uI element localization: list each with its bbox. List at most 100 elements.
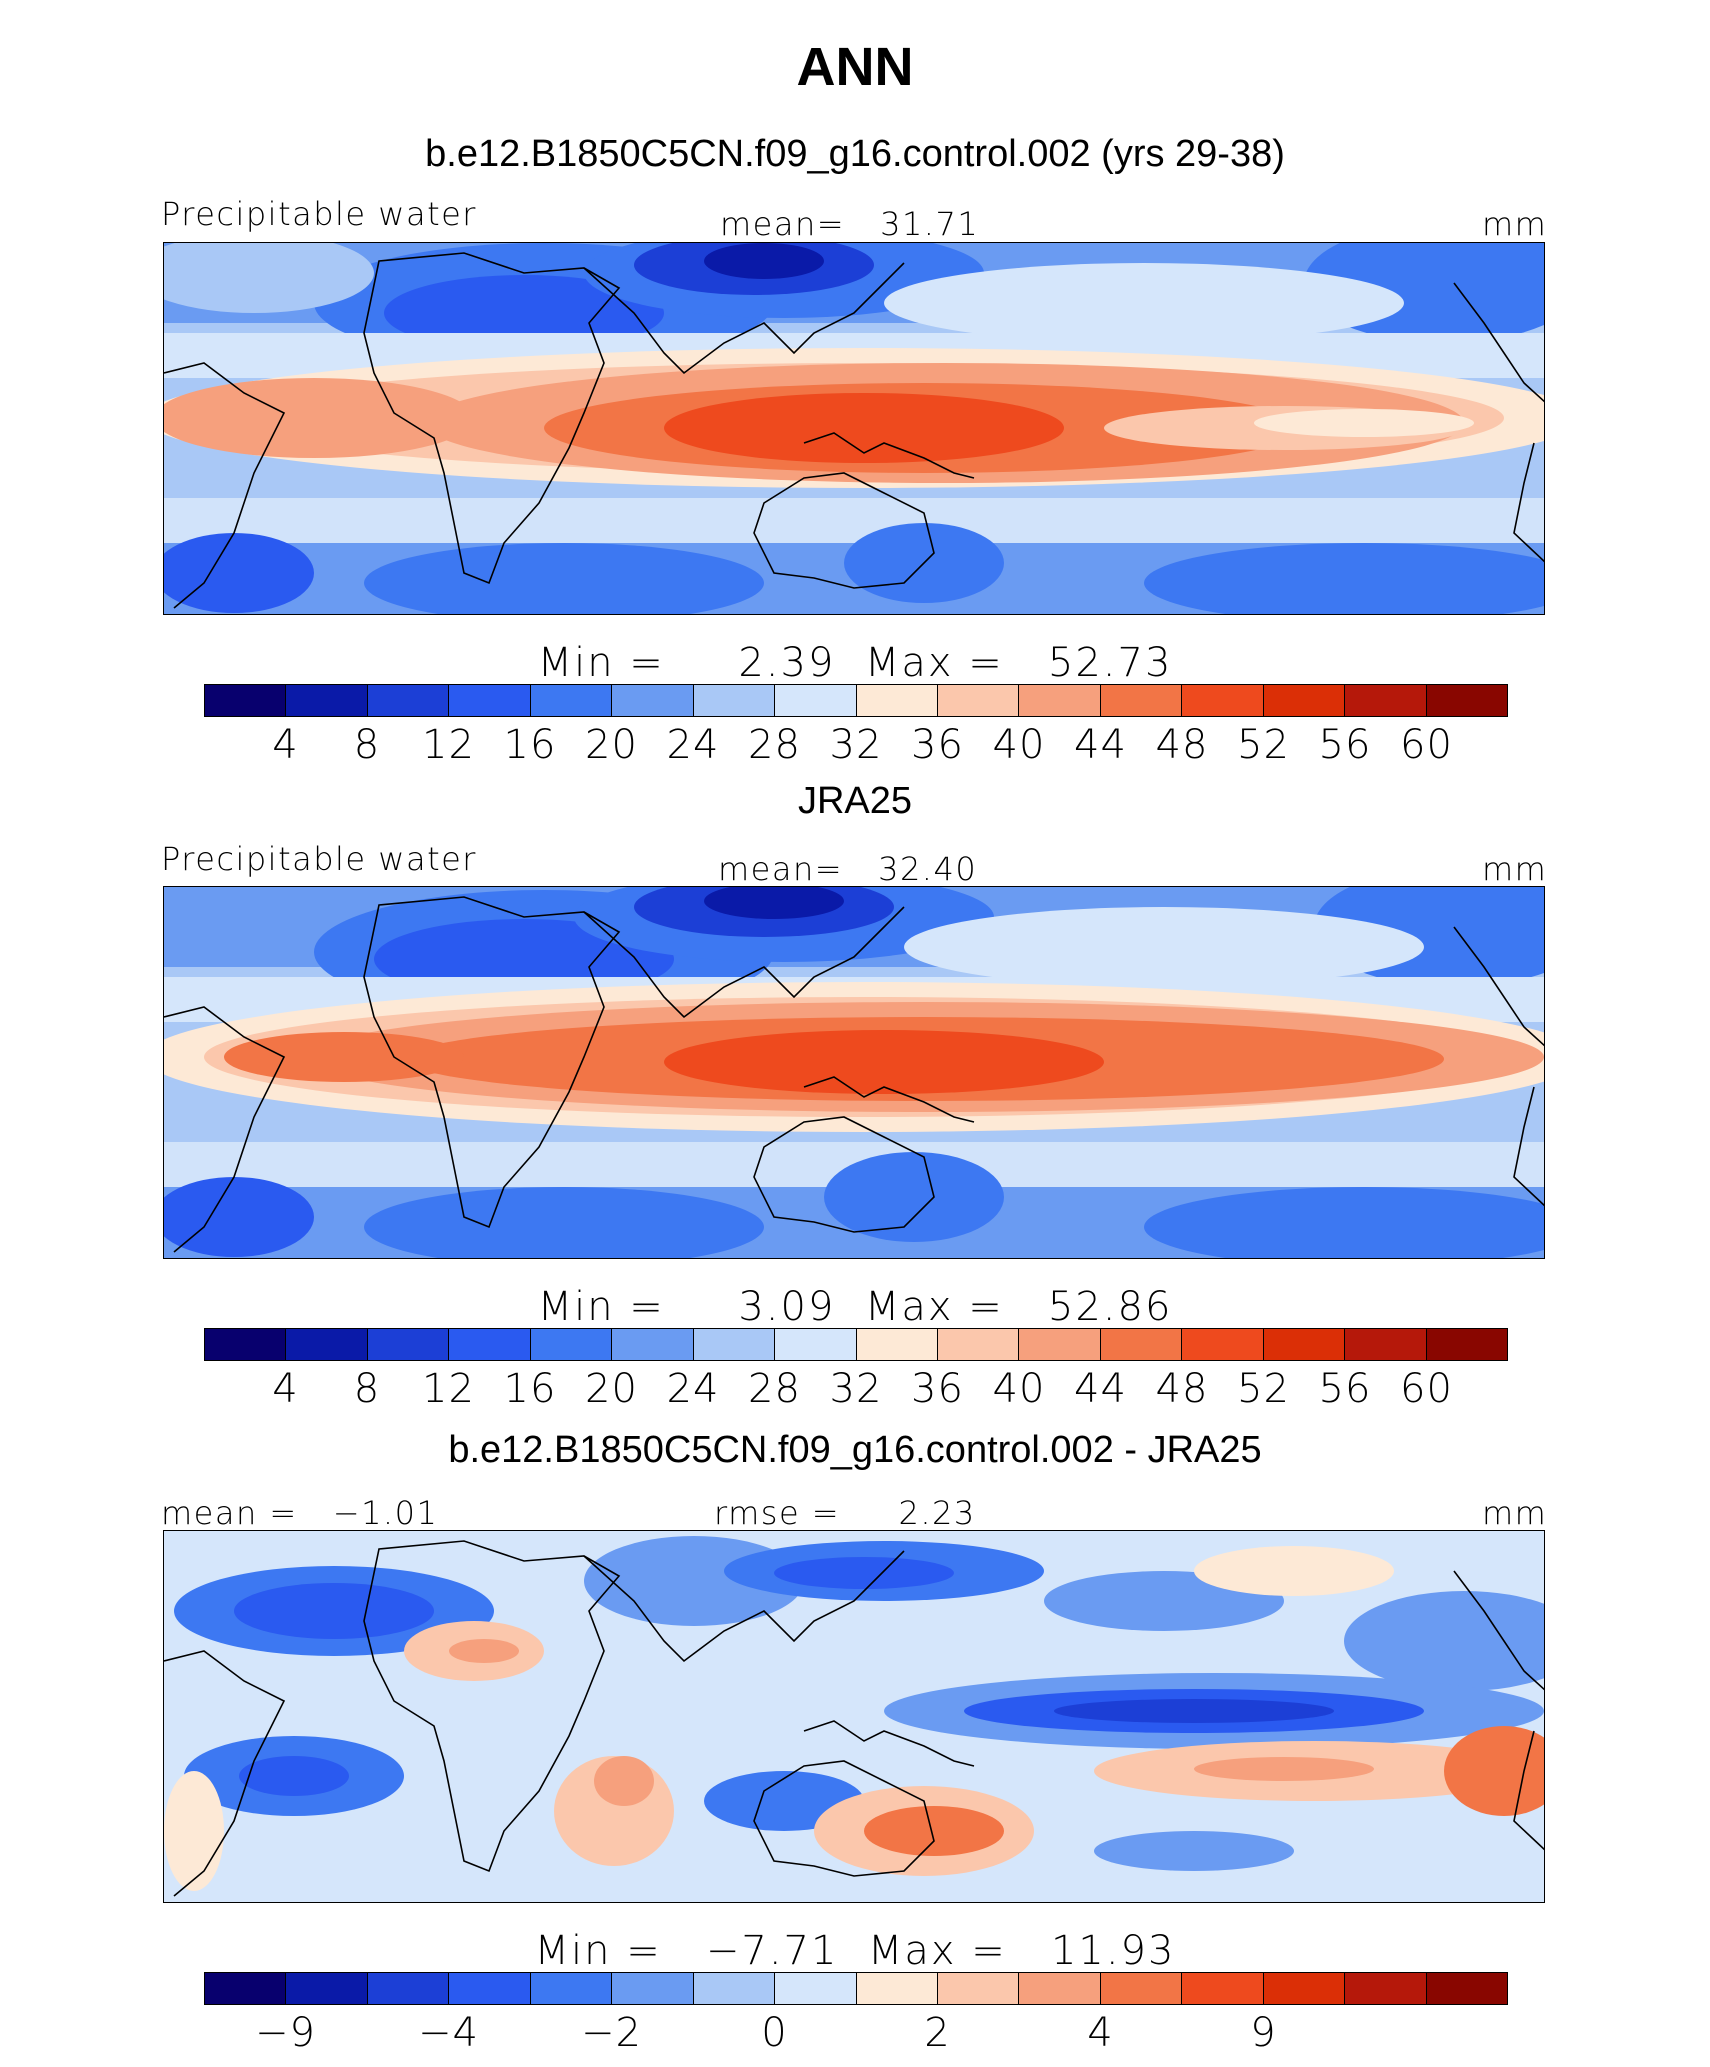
colorbar-box: [1263, 1329, 1346, 1360]
colorbar-tick-label: 32: [829, 1366, 883, 1412]
panel-1-title: b.e12.B1850C5CN.f09_g16.control.002 (yrs…: [425, 133, 1285, 175]
colorbar-box: [367, 1329, 450, 1360]
colorbar-tick-label: 52: [1237, 1366, 1290, 1412]
colorbar-tick-label: 9: [1250, 2010, 1277, 2056]
colorbar-tick-label: 56: [1318, 722, 1372, 768]
colorbar-tick-label: −9: [255, 2010, 316, 2056]
colorbar-box: [937, 1329, 1020, 1360]
colorbar-box: [1182, 685, 1264, 716]
colorbar-box: [1019, 1973, 1101, 2004]
colorbar-box: [1345, 1329, 1427, 1360]
colorbar-tick-label: 52: [1237, 722, 1290, 768]
panel-2-variable-label: Precipitable water: [161, 840, 477, 878]
colorbar-box: [937, 1973, 1020, 2004]
colorbar-tick-label: 16: [503, 1366, 557, 1412]
colorbar-box: [693, 1973, 776, 2004]
colorbar-tick-label: 0: [761, 2010, 788, 2056]
colorbar-tick-label: 36: [911, 1366, 964, 1412]
colorbar-box: [612, 1973, 694, 2004]
panel-2-colorbar-ticks: 4 8 12 16 20 24 28 32 36 40 44 48 52 56 60: [204, 1366, 1508, 1412]
colorbar-box: [1019, 1329, 1101, 1360]
colorbar-box: [205, 685, 287, 716]
colorbar-box: [1345, 1973, 1427, 2004]
colorbar-tick-label: 60: [1400, 722, 1453, 768]
colorbar-box: [286, 685, 368, 716]
colorbar-box: [449, 1973, 531, 2004]
panel-2-mean-label: mean= 32.40: [718, 850, 978, 888]
colorbar-tick-label: 60: [1400, 1366, 1453, 1412]
colorbar-tick-label: 24: [666, 722, 720, 768]
panel-2-minmax: Min = 3.09 Max = 52.86: [537, 1284, 1173, 1330]
colorbar-box: [612, 1329, 694, 1360]
panel-1-minmax: Min = 2.39 Max = 52.73: [537, 640, 1173, 686]
colorbar-box: [1019, 685, 1101, 716]
panel-1-contour-field: [164, 243, 1544, 614]
colorbar-box: [205, 1329, 287, 1360]
panel-3-map: [163, 1530, 1545, 1903]
colorbar-box: [1263, 1973, 1346, 2004]
panel-3-mean-label: mean = −1.01: [161, 1494, 439, 1532]
colorbar-box: [367, 685, 450, 716]
panel-2-map: [163, 886, 1545, 1259]
colorbar-tick-label: 48: [1155, 722, 1209, 768]
colorbar-tick-label: 32: [829, 722, 883, 768]
colorbar-tick-label: 20: [585, 722, 638, 768]
colorbar-box: [1426, 1973, 1507, 2004]
colorbar-tick-label: 44: [1074, 1366, 1127, 1412]
panel-1-colorbar-ticks: 4 8 12 16 20 24 28 32 36 40 44 48 52 56 60: [204, 722, 1508, 768]
colorbar-tick-label: 56: [1318, 1366, 1372, 1412]
colorbar-tick-label: 8: [353, 722, 381, 768]
panel-3-minmax: Min = −7.71 Max = 11.93: [534, 1928, 1176, 1974]
colorbar-box: [937, 685, 1020, 716]
colorbar-box: [449, 685, 531, 716]
panel-3-colorbar: [204, 1972, 1508, 2005]
colorbar-tick-label: 20: [585, 1366, 638, 1412]
colorbar-tick-label: 40: [992, 722, 1046, 768]
colorbar-box: [1100, 1329, 1183, 1360]
colorbar-tick-label: 16: [503, 722, 557, 768]
colorbar-box: [530, 1973, 613, 2004]
colorbar-box: [530, 685, 613, 716]
colorbar-tick-label: 44: [1074, 722, 1127, 768]
colorbar-tick-label: 48: [1155, 1366, 1209, 1412]
colorbar-tick-label: 28: [748, 722, 801, 768]
colorbar-tick-label: 2: [924, 2010, 951, 2056]
colorbar-tick-label: 4: [272, 722, 299, 768]
panel-3-contour-field: [164, 1531, 1544, 1902]
panel-3-units-label: mm: [1482, 1494, 1548, 1532]
colorbar-box: [1426, 1329, 1507, 1360]
colorbar-box: [449, 1329, 531, 1360]
colorbar-box: [693, 685, 776, 716]
colorbar-box: [856, 1329, 938, 1360]
panel-2-colorbar: [204, 1328, 1508, 1361]
colorbar-box: [1100, 685, 1183, 716]
panel-3-title: b.e12.B1850C5CN.f09_g16.control.002 - JR…: [448, 1429, 1262, 1471]
colorbar-tick-label: 4: [1087, 2010, 1114, 2056]
colorbar-tick-label: 12: [422, 1366, 475, 1412]
colorbar-box: [205, 1973, 287, 2004]
panel-1-mean-label: mean= 31.71: [720, 205, 980, 243]
colorbar-tick-label: 36: [911, 722, 964, 768]
colorbar-tick-label: 28: [748, 1366, 801, 1412]
colorbar-box: [1182, 1973, 1264, 2004]
colorbar-tick-label: −2: [581, 2010, 642, 2056]
colorbar-box: [1182, 1329, 1264, 1360]
colorbar-box: [367, 1973, 450, 2004]
colorbar-tick-label: 40: [992, 1366, 1046, 1412]
colorbar-box: [1100, 1973, 1183, 2004]
panel-1-coastlines: [164, 252, 1544, 609]
colorbar-box: [775, 1973, 857, 2004]
panel-3-rmse-label: rmse = 2.23: [714, 1494, 976, 1532]
panel-2-units-label: mm: [1482, 850, 1548, 888]
panel-1-units-label: mm: [1482, 205, 1548, 243]
colorbar-box: [286, 1329, 368, 1360]
colorbar-tick-label: 24: [666, 1366, 720, 1412]
figure-title: ANN: [796, 37, 914, 97]
colorbar-box: [612, 685, 694, 716]
panel-2-contour-field: [164, 887, 1544, 1258]
colorbar-box: [693, 1329, 776, 1360]
colorbar-tick-label: 8: [353, 1366, 381, 1412]
colorbar-tick-label: 4: [272, 1366, 299, 1412]
colorbar-box: [530, 1329, 613, 1360]
panel-1-colorbar: [204, 684, 1508, 717]
